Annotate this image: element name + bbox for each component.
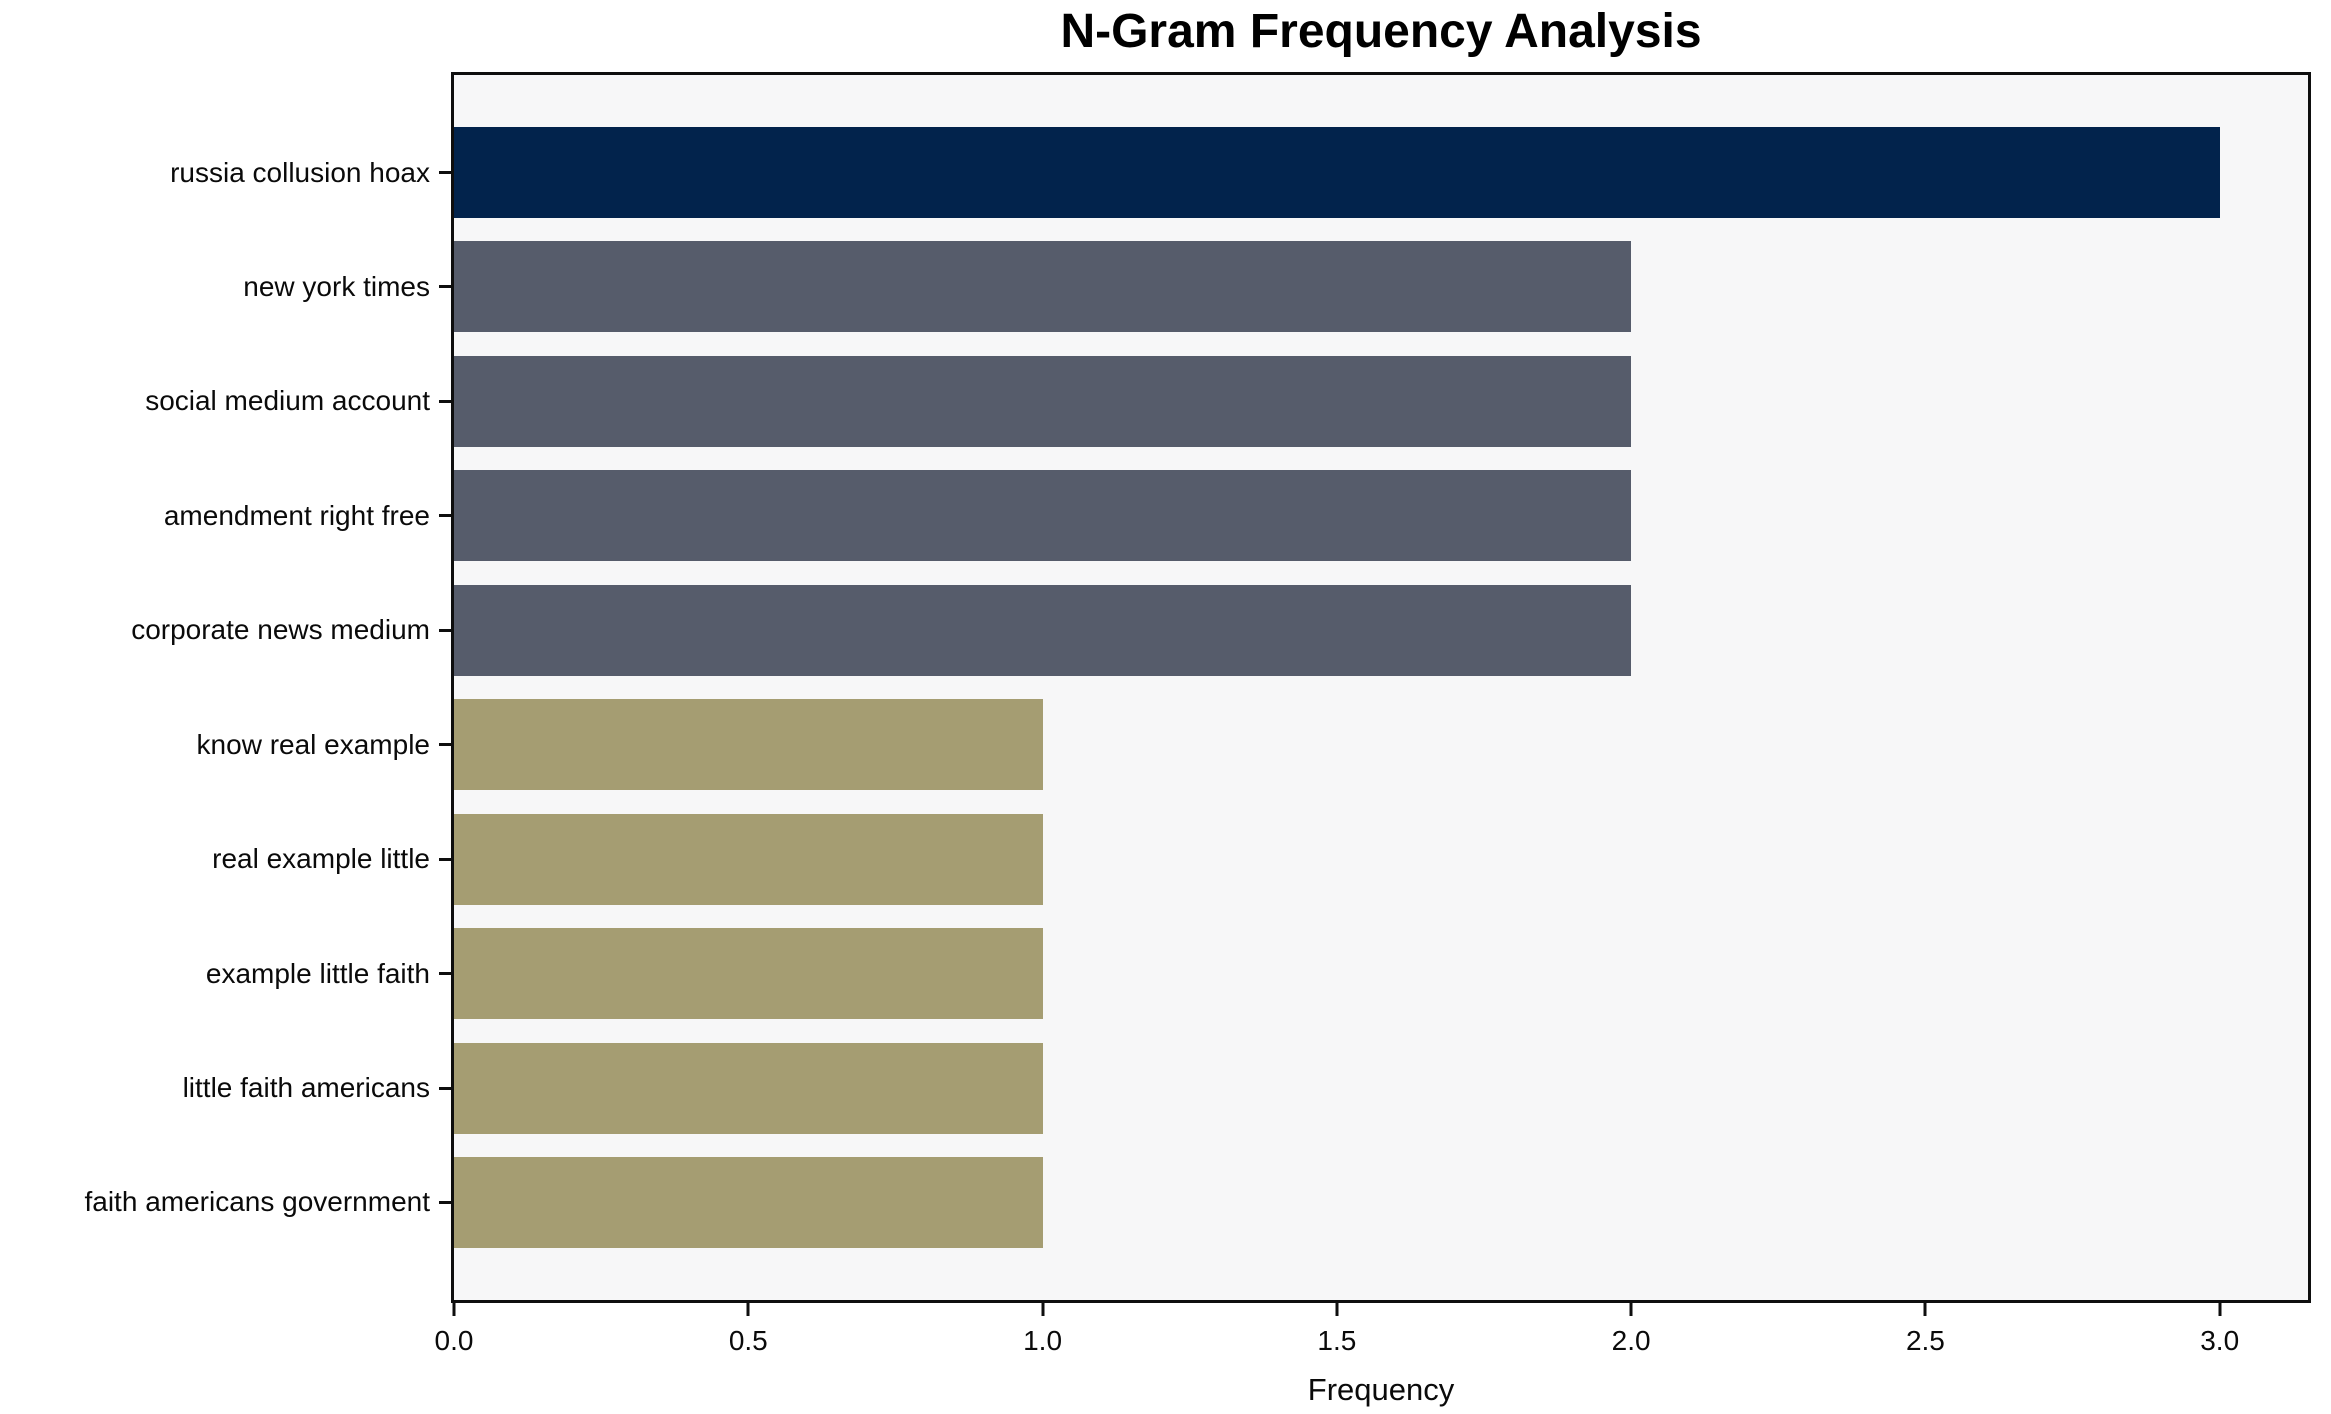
bar bbox=[454, 584, 1632, 676]
bars-container bbox=[454, 75, 2308, 1300]
bar bbox=[454, 928, 1043, 1020]
y-tick: know real example bbox=[0, 699, 451, 790]
bar bbox=[454, 1042, 1043, 1134]
x-tick-label: 2.0 bbox=[1611, 1325, 1651, 1356]
chart-title: N-Gram Frequency Analysis bbox=[1060, 5, 1702, 58]
x-tick-label: 1.5 bbox=[1317, 1325, 1357, 1356]
bar-row bbox=[454, 699, 2308, 791]
x-tick-mark bbox=[1041, 1303, 1045, 1316]
y-tick: corporate news medium bbox=[0, 585, 451, 676]
bar-row bbox=[454, 813, 2308, 905]
bar bbox=[454, 470, 1632, 562]
y-tick: little faith americans bbox=[0, 1043, 451, 1134]
x-axis-label: Frequency bbox=[1307, 1372, 1455, 1407]
y-tick-mark bbox=[439, 285, 451, 289]
x-tick-label: 0.0 bbox=[434, 1325, 474, 1356]
y-tick-label: real example little bbox=[212, 843, 430, 875]
y-tick-label: amendment right free bbox=[163, 499, 430, 531]
y-tick: example little faith bbox=[0, 928, 451, 1019]
x-tick-mark bbox=[1335, 1303, 1339, 1316]
y-tick-mark bbox=[439, 857, 451, 861]
y-tick-label: new york times bbox=[243, 270, 430, 302]
bar bbox=[454, 127, 2220, 218]
y-tick: real example little bbox=[0, 814, 451, 905]
x-tick-label: 3.0 bbox=[2200, 1325, 2240, 1356]
y-tick-label: corporate news medium bbox=[131, 614, 430, 646]
y-tick-label: example little faith bbox=[205, 957, 430, 989]
plot-area bbox=[451, 72, 2311, 1303]
x-tick-mark bbox=[1923, 1303, 1927, 1316]
x-tick-mark bbox=[1629, 1303, 1633, 1316]
y-tick: social medium account bbox=[0, 356, 451, 447]
y-tick: amendment right free bbox=[0, 470, 451, 561]
y-tick: russia collusion hoax bbox=[0, 127, 451, 218]
y-tick-label: know real example bbox=[196, 728, 430, 760]
bar bbox=[454, 241, 1632, 333]
y-tick-mark bbox=[439, 743, 451, 747]
bar-row bbox=[454, 584, 2308, 676]
bar bbox=[454, 1156, 1043, 1248]
x-tick-mark bbox=[746, 1303, 750, 1316]
x-tick-mark bbox=[2218, 1303, 2222, 1316]
y-tick-label: russia collusion hoax bbox=[170, 156, 430, 188]
y-tick-mark bbox=[439, 628, 451, 632]
bar bbox=[454, 813, 1043, 905]
y-tick: new york times bbox=[0, 241, 451, 332]
y-tick-label: faith americans government bbox=[84, 1186, 430, 1218]
bar-row bbox=[454, 470, 2308, 562]
bar-row bbox=[454, 241, 2308, 333]
bar-row bbox=[454, 928, 2308, 1020]
x-axis-ticks: 0.0 0.5 1.0 1.5 2.0 2.5 3.0 bbox=[435, 1303, 2308, 1375]
bar-row bbox=[454, 355, 2308, 447]
y-tick-mark bbox=[439, 972, 451, 976]
bar-row bbox=[454, 127, 2308, 218]
bar bbox=[454, 699, 1043, 791]
x-tick-label: 2.5 bbox=[1905, 1325, 1945, 1356]
y-tick-mark bbox=[439, 399, 451, 403]
y-tick-mark bbox=[439, 1200, 451, 1204]
x-tick-label: 1.0 bbox=[1023, 1325, 1063, 1356]
x-tick-label: 0.5 bbox=[728, 1325, 768, 1356]
bar bbox=[454, 355, 1632, 447]
y-axis-labels: russia collusion hoax new york times socia… bbox=[0, 75, 451, 1300]
bar-row bbox=[454, 1042, 2308, 1134]
y-tick-mark bbox=[439, 1086, 451, 1090]
x-tick-mark bbox=[452, 1303, 456, 1316]
y-tick-mark bbox=[439, 171, 451, 174]
bar-row bbox=[454, 1156, 2308, 1248]
y-tick-mark bbox=[439, 514, 451, 518]
y-tick: faith americans government bbox=[0, 1157, 451, 1248]
y-tick-label: little faith americans bbox=[182, 1072, 430, 1103]
y-tick-label: social medium account bbox=[145, 385, 430, 417]
